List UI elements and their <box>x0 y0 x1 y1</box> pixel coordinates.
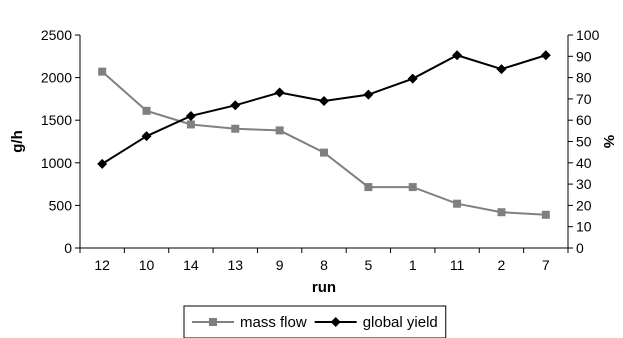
x-axis-title: run <box>312 279 336 296</box>
x-tick-label: 1 <box>409 257 417 273</box>
data-point <box>408 183 417 192</box>
x-tick-label: 12 <box>94 257 110 273</box>
data-point <box>231 124 240 133</box>
y2-tick-label: 20 <box>576 197 592 213</box>
y-axis-title: g/h <box>9 130 26 153</box>
legend-item: mass flow <box>192 314 307 331</box>
y2-tick-label: 50 <box>576 134 592 150</box>
y2-tick-label: 0 <box>576 240 584 256</box>
y-tick-label: 500 <box>49 197 73 213</box>
data-point <box>407 73 418 84</box>
y-tick-label: 1000 <box>41 155 72 171</box>
y-tick-label: 1500 <box>41 112 72 128</box>
x-tick-label: 10 <box>139 257 155 273</box>
data-point <box>540 50 551 61</box>
data-point <box>320 148 328 157</box>
y2-tick-label: 30 <box>576 176 592 192</box>
data-point <box>186 120 195 129</box>
y2-tick-label: 40 <box>576 155 592 171</box>
series-line <box>101 70 546 216</box>
legend-marker <box>330 317 341 327</box>
x-tick-label: 13 <box>227 257 243 273</box>
y2-tick-label: 90 <box>576 48 592 64</box>
legend-item: global yield <box>314 314 438 331</box>
data-point <box>142 106 151 115</box>
legend-label: global yield <box>363 314 438 331</box>
data-point <box>275 126 284 135</box>
data-point <box>274 87 285 98</box>
legend-label: mass flow <box>240 314 307 331</box>
data-point <box>319 96 329 107</box>
x-tick-label: 5 <box>364 257 372 273</box>
left-axis: 0 500 1000 1500 2000 2500 <box>41 27 80 256</box>
y2-tick-label: 60 <box>576 112 592 128</box>
y-tick-label: 0 <box>64 240 72 256</box>
data-point <box>97 158 108 169</box>
data-point <box>230 100 241 111</box>
x-tick-label: 9 <box>276 257 284 273</box>
y2-tick-label: 10 <box>576 219 592 235</box>
data-point <box>363 89 374 100</box>
data-point <box>141 131 152 142</box>
series-mass-flow <box>98 67 550 219</box>
y2-tick-label: 70 <box>576 91 592 107</box>
data-point <box>497 208 506 217</box>
y2-tick-label: 100 <box>576 27 600 43</box>
legend-marker <box>209 318 217 326</box>
y2-tick-label: 80 <box>576 70 592 86</box>
y-tick-label: 2000 <box>41 70 72 86</box>
data-point <box>496 64 507 75</box>
series-line <box>101 54 547 165</box>
data-point <box>98 67 107 76</box>
x-tick-label: 11 <box>450 257 465 273</box>
data-point <box>541 210 550 219</box>
data-point <box>452 50 463 61</box>
data-point <box>364 183 373 192</box>
data-point <box>185 110 196 121</box>
x-tick-label: 8 <box>320 257 328 273</box>
series-layer <box>97 50 551 219</box>
right-axis: 0 10 20 30 40 50 60 70 80 90 100 <box>568 27 600 256</box>
y-tick-label: 2500 <box>41 27 72 43</box>
x-tick-label: 14 <box>183 257 199 273</box>
data-point <box>453 199 462 208</box>
x-axis: 12 10 14 13 9 8 5 1 11 2 7 <box>79 248 569 273</box>
x-tick-label: 7 <box>542 257 550 273</box>
legend: mass flow global yield <box>183 305 447 338</box>
x-tick-label: 2 <box>498 257 506 273</box>
y2-axis-title: % <box>600 135 617 148</box>
series-global-yield <box>97 50 551 169</box>
